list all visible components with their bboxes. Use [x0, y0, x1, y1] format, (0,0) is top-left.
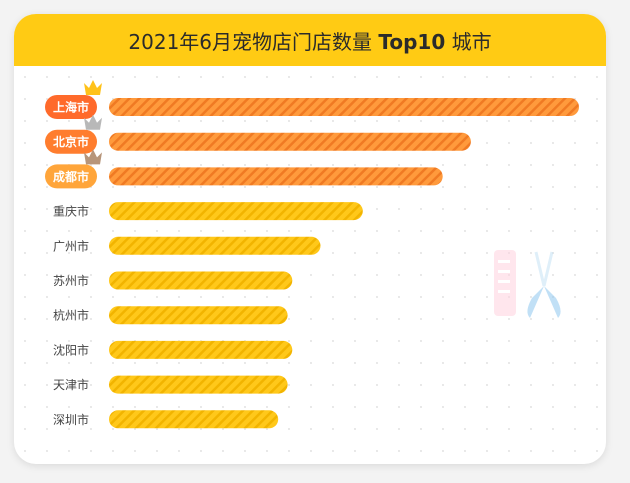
crown-icon — [84, 149, 102, 165]
bar — [109, 375, 288, 394]
pet-grooming-decoration — [494, 250, 561, 318]
bar — [109, 271, 293, 290]
crown-icon — [84, 114, 102, 130]
title-highlight: Top10 — [378, 29, 446, 54]
bar — [109, 98, 579, 116]
category-label: 广州市 — [53, 238, 89, 253]
crown-icon — [84, 80, 102, 95]
bar — [109, 167, 443, 186]
chart-title: 2021年6月宠物店门店数量 Top10 城市 — [128, 26, 491, 55]
bar — [109, 410, 279, 429]
title-text: 2021年6月宠物店门店数量 — [128, 29, 379, 54]
bar — [109, 132, 471, 151]
category-label: 苏州市 — [53, 273, 89, 288]
category-label: 成都市 — [53, 169, 89, 184]
comb-icon — [494, 250, 516, 316]
scissors-icon — [527, 251, 561, 318]
bar — [109, 340, 293, 359]
bar — [109, 306, 288, 325]
category-label: 深圳市 — [53, 412, 89, 427]
rank-pill — [45, 129, 97, 154]
chart-header: 2021年6月宠物店门店数量 Top10 城市 — [14, 14, 606, 66]
category-label: 沈阳市 — [53, 342, 89, 357]
category-label: 上海市 — [53, 100, 89, 115]
title-suffix: 城市 — [445, 29, 492, 54]
category-label: 杭州市 — [53, 308, 89, 323]
category-label: 天津市 — [53, 377, 89, 392]
bar — [109, 202, 363, 221]
category-label: 重庆市 — [53, 204, 89, 219]
rank-pill — [45, 95, 97, 119]
bars-layer — [109, 98, 579, 429]
category-label: 北京市 — [53, 134, 89, 149]
bar — [109, 236, 321, 255]
chart-card: 2021年6月宠物店门店数量 Top10 城市 — [14, 14, 606, 464]
rank-pill — [45, 164, 97, 189]
